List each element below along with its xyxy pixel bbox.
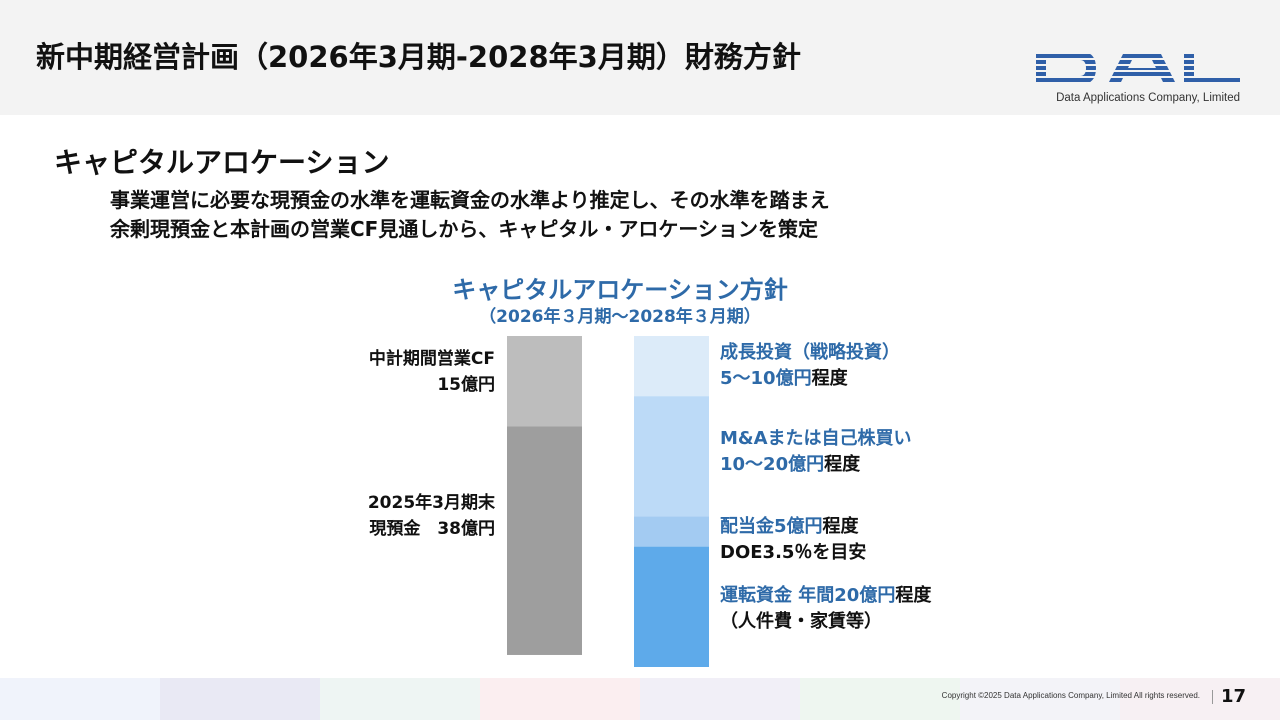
footer-band-block [320,678,480,720]
use-label-note: （人件費・家賃等） [720,610,882,632]
copyright-text: Copyright ©2025 Data Applications Compan… [941,691,1200,700]
source-label-value: 15億円 [437,375,495,395]
use-label-name: 配当金5億円 [720,515,823,537]
source-label-cash: 2025年3月期末 現預金 38億円 [300,490,495,542]
use-label-suffix: 程度 [822,515,859,537]
use-bar-segment-2 [634,516,709,547]
use-bar-segment-1 [634,396,709,517]
page-number: 17 [1221,686,1247,707]
use-bar-segment-0 [634,336,709,397]
source-label-line: 2025年3月期末 [367,493,495,514]
use-label-suffix: 程度 [811,368,848,389]
use-label-note: DOE3.5％を目安 [720,541,867,563]
source-label-line: 中計期間営業CF [368,349,495,369]
footer-band-block [160,678,320,720]
footer-band-block [800,678,960,720]
source-label-operating-cf: 中計期間営業CF 15億円 [300,346,495,398]
chart-title: キャピタルアロケーション方針 [452,276,788,304]
description-line-2: 余剰現預金と本計画の営業CF見通しから、キャピタル・アロケーションを策定 [110,217,818,241]
footer-band-block [1120,678,1280,720]
use-bar-segment-3 [634,546,709,667]
use-label-name: M&Aまたは自己株買い [720,428,912,450]
section-title: キャピタルアロケーション [54,146,390,179]
dal-logo-icon [1036,52,1240,84]
use-label-name: 成長投資（戦略投資） [720,342,900,363]
use-label-working-capital: 運転資金 年間20億円程度 （人件費・家賃等） [720,583,931,635]
source-bar-segment-0 [507,336,582,427]
logo-company-name: Data Applications Company, Limited [1056,92,1240,104]
footer-band-block [480,678,640,720]
source-label-value: 現預金 38億円 [369,519,495,540]
footer-band-block [960,678,1120,720]
use-label-ma-buyback: M&Aまたは自己株買い 10～20億円程度 [720,426,912,478]
footer-band-block [0,678,160,720]
use-label-name: 運転資金 年間20億円 [720,584,896,606]
company-logo: Data Applications Company, Limited [1036,48,1244,110]
use-label-amount: 10～20億円 [720,454,825,476]
page-separator [1212,690,1213,704]
source-bar-segment-1 [507,426,582,655]
use-label-amount: 5～10億円 [720,368,812,389]
use-label-suffix: 程度 [824,454,861,476]
footer-band [0,678,1280,720]
use-label-dividend: 配当金5億円程度 DOE3.5％を目安 [720,514,866,566]
use-label-suffix: 程度 [895,584,932,606]
use-label-growth-investment: 成長投資（戦略投資） 5～10億円程度 [720,340,900,392]
footer-band-block [640,678,800,720]
page-title: 新中期経営計画（2026年3月期-2028年3月期）財務方針 [36,40,801,74]
description-line-1: 事業運営に必要な現預金の水準を運転資金の水準より推定し、その水準を踏まえ [110,188,830,212]
chart-subtitle: （2026年３月期～2028年３月期） [479,307,761,327]
